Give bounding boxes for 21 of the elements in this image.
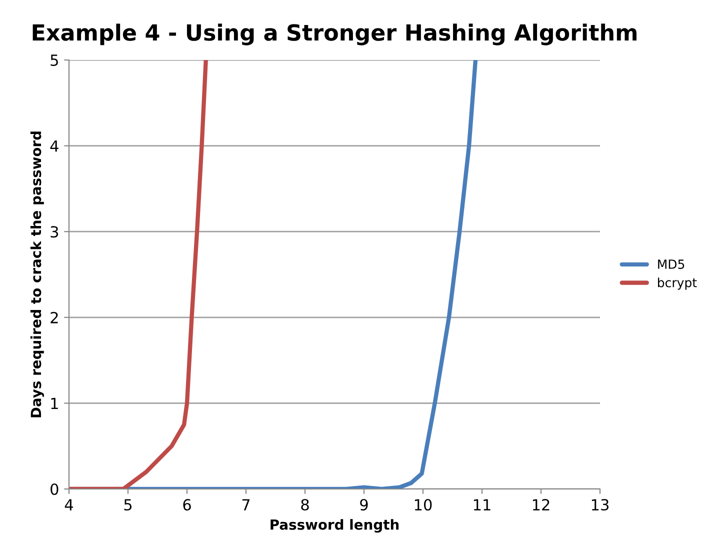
y-tick-label: 0 xyxy=(50,483,58,496)
x-tick-label: 9 xyxy=(360,498,368,511)
x-axis-title: Password length xyxy=(270,519,399,533)
x-tick-label: 8 xyxy=(301,498,309,511)
x-tick-label: 7 xyxy=(242,499,250,510)
x-tick-label: 12 xyxy=(532,498,550,510)
chart-title: Example 4 - Using a Stronger Hashing Algorithm xyxy=(32,24,636,46)
y-axis-title: Days required to crack the password xyxy=(30,132,44,418)
x-tick-label: 11 xyxy=(474,499,490,510)
x-tick-label: 4 xyxy=(64,499,74,510)
x-tick-label: 6 xyxy=(183,498,191,511)
y-tick-label: 3 xyxy=(50,226,58,238)
legend-label: MD5 xyxy=(658,260,684,269)
y-tick-label: 1 xyxy=(51,398,58,410)
legend-label: bcrypt xyxy=(658,278,697,290)
y-tick-label: 4 xyxy=(50,140,58,152)
y-tick-label: 2 xyxy=(50,312,58,324)
x-tick-label: 5 xyxy=(124,499,132,511)
x-tick-label: 10 xyxy=(414,498,432,511)
x-tick-label: 13 xyxy=(592,498,608,511)
y-tick-label: 5 xyxy=(50,54,58,66)
